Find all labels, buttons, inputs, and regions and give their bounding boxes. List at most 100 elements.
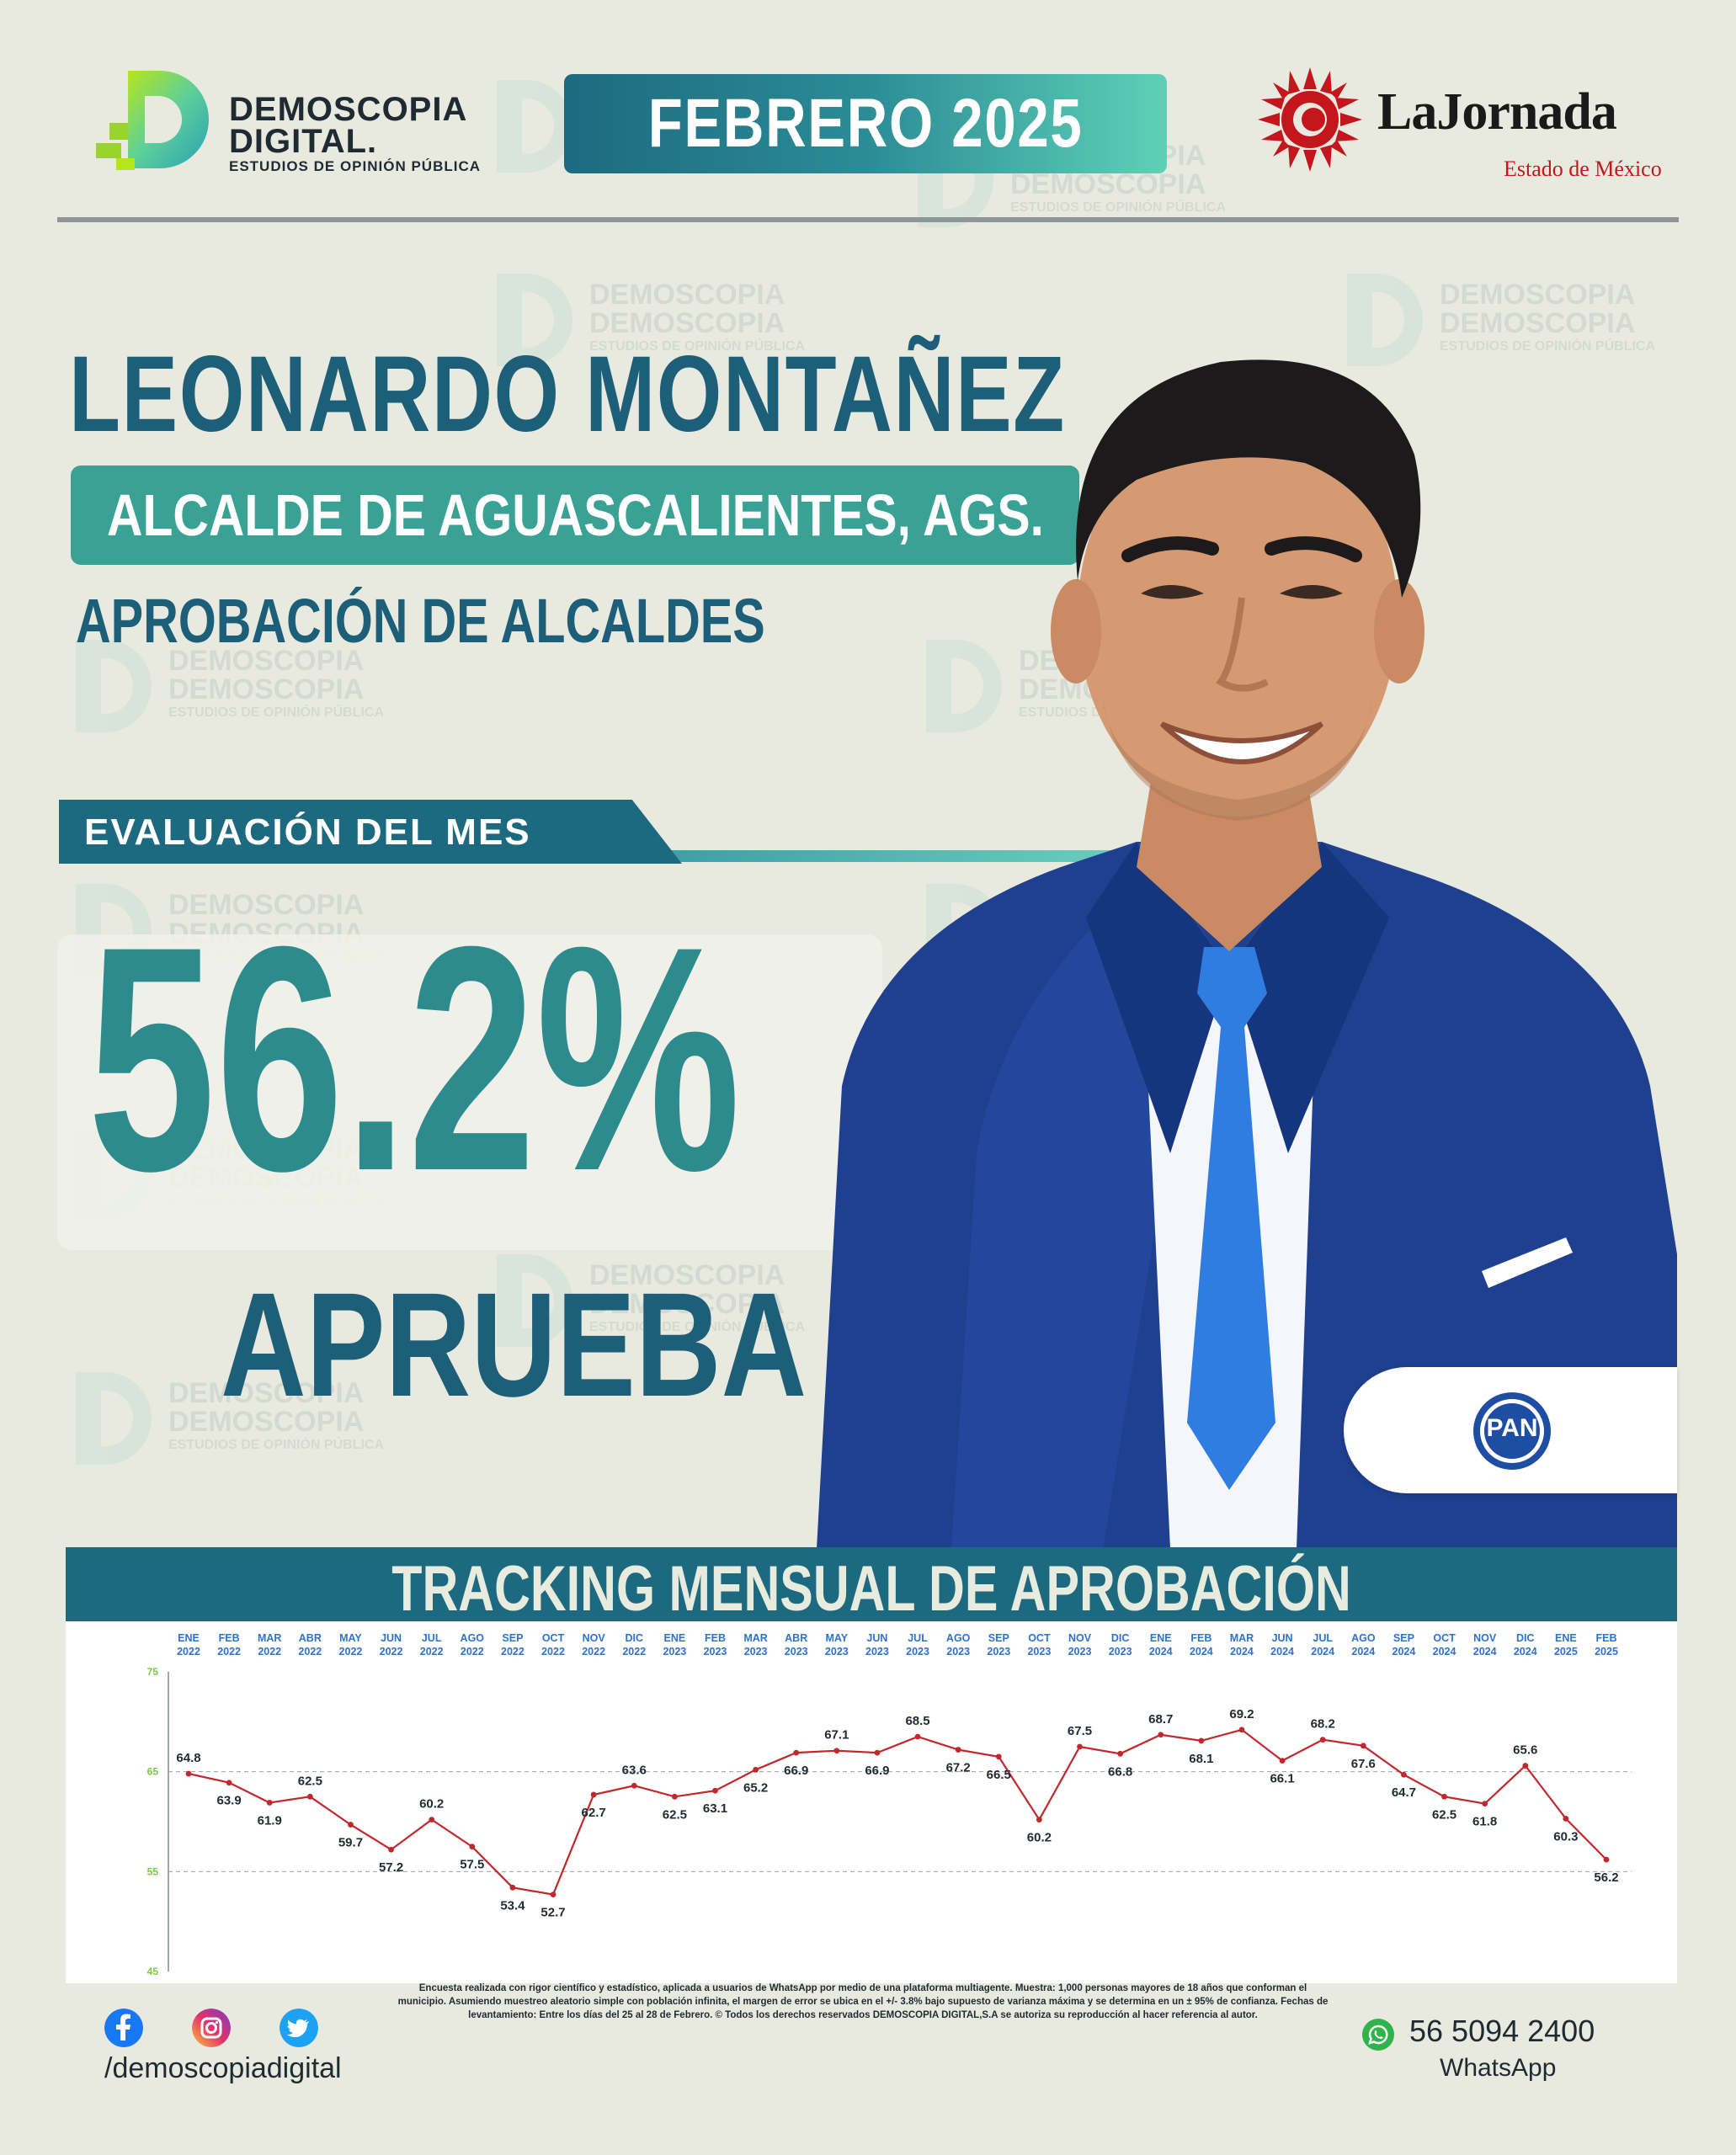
data-point — [348, 1822, 354, 1828]
data-point — [955, 1747, 961, 1753]
x-tick-month: SEP — [1393, 1632, 1414, 1644]
subject-role: ALCALDE DE AGUASCALIENTES, AGS. — [106, 482, 1044, 548]
x-tick-month: ABR — [299, 1632, 322, 1644]
month-label: FEBRERO 2025 — [647, 85, 1084, 162]
data-point — [185, 1770, 192, 1777]
data-label: 65.2 — [743, 1780, 768, 1795]
data-label: 66.9 — [784, 1764, 808, 1778]
data-point — [995, 1753, 1002, 1760]
data-point — [1077, 1743, 1083, 1750]
x-tick-year: 2025 — [1554, 1646, 1578, 1657]
data-point — [1482, 1801, 1488, 1807]
data-point — [1522, 1763, 1529, 1769]
x-tick-year: 2024 — [1514, 1646, 1537, 1657]
data-label: 62.5 — [1432, 1807, 1456, 1822]
data-label: 60.3 — [1553, 1829, 1578, 1844]
x-tick-year: 2023 — [663, 1646, 686, 1657]
x-tick-year: 2023 — [987, 1646, 1010, 1657]
data-point — [1563, 1816, 1569, 1822]
approval-percentage: 56.2% — [88, 880, 741, 1237]
x-tick-month: MAR — [743, 1632, 767, 1644]
x-tick-year: 2023 — [825, 1646, 849, 1657]
y-tick-label: 55 — [147, 1865, 159, 1877]
data-point — [429, 1817, 435, 1823]
data-point — [266, 1800, 273, 1806]
data-label: 69.2 — [1229, 1707, 1254, 1721]
x-tick-month: ENE — [1150, 1632, 1172, 1644]
x-tick-year: 2024 — [1351, 1646, 1375, 1657]
brand-name-line2: DIGITAL. — [229, 123, 378, 160]
x-tick-month: AGO — [1351, 1632, 1376, 1644]
x-tick-month: FEB — [1190, 1632, 1211, 1644]
x-tick-year: 2022 — [258, 1646, 281, 1657]
data-label: 56.2 — [1594, 1870, 1618, 1885]
x-tick-year: 2024 — [1433, 1646, 1456, 1657]
x-tick-year: 2024 — [1230, 1646, 1254, 1657]
x-tick-year: 2023 — [1027, 1646, 1051, 1657]
x-tick-year: 2025 — [1595, 1646, 1618, 1657]
facebook-icon[interactable] — [104, 2009, 143, 2047]
data-point — [1158, 1732, 1164, 1738]
x-tick-month: DIC — [625, 1632, 643, 1644]
party-label: PAN — [1486, 1414, 1538, 1442]
data-point — [469, 1844, 476, 1850]
twitter-icon[interactable] — [280, 2009, 318, 2047]
x-tick-year: 2023 — [865, 1646, 889, 1657]
data-label: 61.8 — [1472, 1815, 1497, 1829]
data-label: 68.5 — [905, 1714, 929, 1728]
x-tick-year: 2023 — [785, 1646, 808, 1657]
data-point — [509, 1884, 516, 1891]
x-tick-month: OCT — [542, 1632, 565, 1644]
data-point — [1238, 1727, 1245, 1733]
x-tick-month: FEB — [705, 1632, 726, 1644]
data-label: 66.9 — [865, 1764, 889, 1778]
x-tick-month: ENE — [1555, 1632, 1577, 1644]
x-tick-month: ENE — [178, 1632, 200, 1644]
brand-tagline: ESTUDIOS DE OPINIÓN PÚBLICA — [229, 158, 482, 174]
percentage-panel — [57, 934, 882, 1250]
x-tick-month: JUL — [422, 1632, 442, 1644]
whatsapp-label: WhatsApp — [1440, 2054, 1557, 2082]
data-label: 60.2 — [419, 1797, 444, 1812]
chart-title: TRACKING MENSUAL DE APROBACIÓN — [391, 1553, 1351, 1625]
data-point — [1279, 1758, 1286, 1764]
whatsapp-phone[interactable]: 56 5094 2400 — [1409, 2014, 1595, 2048]
month-badge: FEBRERO 2025 — [564, 74, 1167, 173]
partner-name: LaJornada — [1377, 83, 1617, 141]
x-tick-year: 2022 — [298, 1646, 322, 1657]
demoscopia-logo-icon — [96, 71, 209, 170]
data-point — [306, 1793, 313, 1800]
data-point — [1603, 1856, 1610, 1863]
x-tick-month: MAY — [826, 1632, 849, 1644]
x-tick-month: JUL — [908, 1632, 928, 1644]
x-tick-year: 2024 — [1190, 1646, 1213, 1657]
evaluation-tab: EVALUACIÓN DEL MES — [59, 800, 682, 864]
data-label: 67.6 — [1351, 1757, 1376, 1771]
instagram-icon[interactable] — [192, 2009, 231, 2047]
x-tick-month: JUL — [1313, 1632, 1333, 1644]
x-tick-year: 2022 — [177, 1646, 200, 1657]
mayor-portrait — [817, 359, 1677, 1549]
data-label: 59.7 — [338, 1836, 363, 1850]
whatsapp-icon[interactable] — [1362, 2019, 1394, 2051]
data-point — [1036, 1817, 1042, 1823]
y-tick-label: 45 — [147, 1966, 159, 1977]
x-tick-year: 2024 — [1311, 1646, 1334, 1657]
x-tick-month: NOV — [1473, 1632, 1497, 1644]
survey-title: APROBACIÓN DE ALCALDES — [76, 586, 765, 656]
data-label: 67.2 — [946, 1761, 971, 1775]
data-point — [226, 1780, 232, 1786]
data-label: 63.9 — [217, 1794, 242, 1808]
data-point — [1319, 1737, 1326, 1743]
x-tick-year: 2024 — [1270, 1646, 1294, 1657]
data-label: 62.5 — [298, 1774, 322, 1788]
x-tick-month: AGO — [946, 1632, 971, 1644]
data-point — [1117, 1750, 1124, 1757]
data-point — [671, 1793, 678, 1800]
data-point — [590, 1791, 597, 1798]
approval-verdict: APRUEBA — [221, 1263, 807, 1428]
social-handle[interactable]: /demoscopiadigital — [104, 2052, 342, 2084]
x-tick-year: 2022 — [217, 1646, 241, 1657]
data-label: 66.5 — [987, 1768, 1011, 1782]
